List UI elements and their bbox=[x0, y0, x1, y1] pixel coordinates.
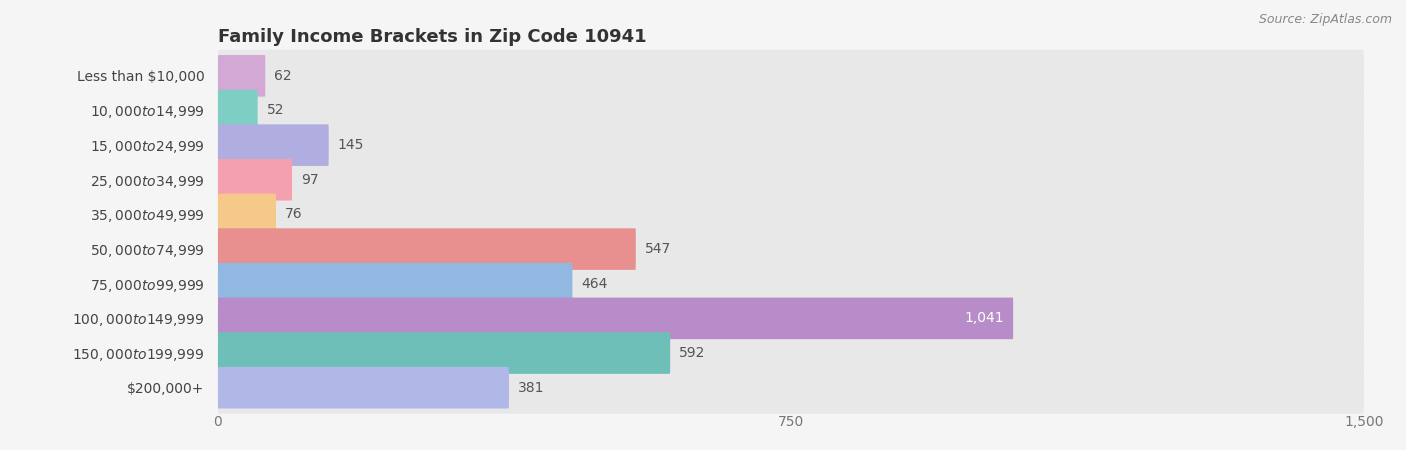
FancyBboxPatch shape bbox=[218, 119, 1364, 171]
FancyBboxPatch shape bbox=[218, 124, 329, 166]
FancyBboxPatch shape bbox=[218, 154, 1364, 206]
FancyBboxPatch shape bbox=[218, 90, 257, 131]
FancyBboxPatch shape bbox=[218, 332, 671, 374]
Text: 1,041: 1,041 bbox=[965, 311, 1004, 325]
FancyBboxPatch shape bbox=[218, 367, 509, 409]
FancyBboxPatch shape bbox=[218, 292, 1364, 344]
Text: 97: 97 bbox=[301, 173, 319, 187]
Text: 145: 145 bbox=[337, 138, 364, 152]
Text: 76: 76 bbox=[285, 207, 302, 221]
Text: Family Income Brackets in Zip Code 10941: Family Income Brackets in Zip Code 10941 bbox=[218, 28, 647, 46]
FancyBboxPatch shape bbox=[218, 327, 1364, 379]
FancyBboxPatch shape bbox=[218, 85, 1364, 136]
Text: 464: 464 bbox=[582, 277, 607, 291]
FancyBboxPatch shape bbox=[218, 228, 636, 270]
Text: 381: 381 bbox=[519, 381, 544, 395]
FancyBboxPatch shape bbox=[218, 258, 1364, 310]
FancyBboxPatch shape bbox=[218, 189, 1364, 240]
FancyBboxPatch shape bbox=[218, 159, 292, 201]
Text: 62: 62 bbox=[274, 69, 292, 83]
FancyBboxPatch shape bbox=[218, 55, 266, 97]
FancyBboxPatch shape bbox=[218, 50, 1364, 102]
FancyBboxPatch shape bbox=[218, 362, 1364, 414]
FancyBboxPatch shape bbox=[218, 194, 276, 235]
FancyBboxPatch shape bbox=[218, 223, 1364, 275]
Text: 52: 52 bbox=[267, 104, 284, 117]
FancyBboxPatch shape bbox=[218, 297, 1014, 339]
Text: Source: ZipAtlas.com: Source: ZipAtlas.com bbox=[1258, 14, 1392, 27]
Text: 547: 547 bbox=[645, 242, 671, 256]
Text: 592: 592 bbox=[679, 346, 706, 360]
FancyBboxPatch shape bbox=[218, 263, 572, 305]
